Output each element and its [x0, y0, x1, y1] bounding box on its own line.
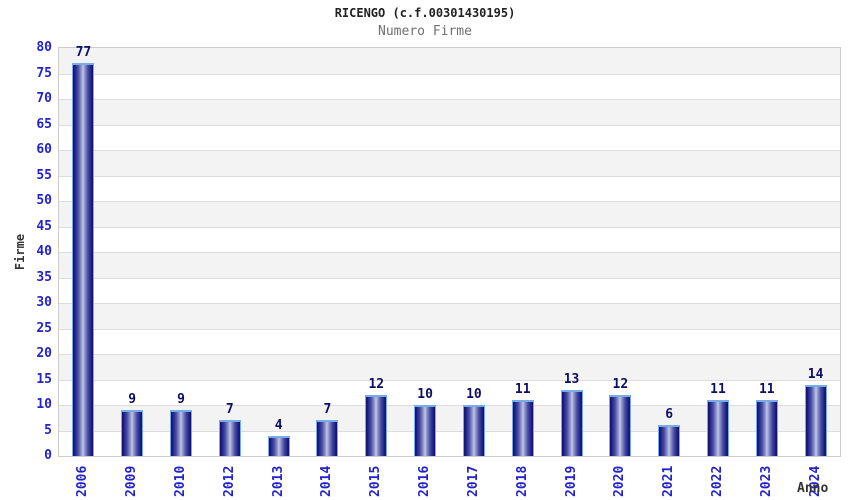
- plot-band: [59, 99, 840, 125]
- gridline: [59, 73, 840, 75]
- bar: [511, 399, 534, 456]
- y-tick-label: 5: [44, 422, 52, 438]
- bar: [414, 405, 437, 456]
- bar-value-label: 9: [177, 392, 185, 408]
- gridline: [59, 277, 840, 279]
- bar-value-label: 77: [75, 45, 92, 61]
- bar: [755, 399, 778, 456]
- y-tick-label: 30: [36, 295, 52, 310]
- bar-value-label: 13: [563, 371, 580, 387]
- plot-band: [59, 354, 840, 380]
- x-tick-label: 2017: [465, 465, 481, 497]
- bar-value-label: 11: [514, 381, 531, 397]
- bar: [560, 389, 583, 456]
- y-tick-label: 10: [36, 397, 52, 412]
- gridline: [59, 150, 840, 151]
- x-tick-label: 2019: [563, 465, 579, 497]
- plot-band: [59, 150, 840, 176]
- y-tick-label: 60: [36, 142, 52, 157]
- y-tick-label: 20: [36, 346, 52, 361]
- y-tick-label: 75: [36, 65, 52, 81]
- plot-band: [59, 252, 840, 278]
- bar-value-label: 4: [274, 417, 283, 433]
- bar-value-label: 11: [710, 381, 726, 397]
- gridline: [59, 328, 840, 330]
- plot-band: [59, 48, 840, 74]
- y-tick-label: 35: [36, 269, 52, 285]
- plot-band: [59, 303, 840, 329]
- y-tick-label: 65: [36, 116, 52, 132]
- x-tick-label: 2021: [661, 465, 677, 497]
- bar: [365, 394, 388, 456]
- x-tick-label: 2022: [709, 465, 725, 497]
- gridline: [59, 99, 840, 100]
- bar-value-label: 10: [417, 387, 433, 402]
- y-tick-label: 70: [36, 91, 52, 106]
- x-tick-label: 2016: [417, 465, 433, 497]
- bar-value-label: 11: [758, 381, 775, 397]
- x-axis-title: Anno: [797, 481, 829, 496]
- x-tick-label: 2023: [758, 465, 774, 497]
- bar-value-label: 14: [807, 366, 824, 382]
- gridline: [59, 354, 840, 355]
- x-tick-label: 2015: [368, 465, 384, 497]
- gridline: [59, 175, 840, 177]
- bar-value-label: 6: [665, 407, 674, 423]
- chart-title: RICENGO (c.f.00301430195): [334, 6, 516, 20]
- gridline: [59, 430, 840, 432]
- x-tick-label: 2006: [75, 465, 91, 497]
- x-tick-label: 2010: [173, 465, 189, 497]
- gridline: [59, 379, 840, 381]
- bar: [658, 425, 681, 456]
- gridline: [59, 201, 840, 202]
- y-tick-label: 50: [36, 193, 52, 208]
- bar: [72, 63, 95, 456]
- y-tick-label: 25: [36, 320, 52, 336]
- bar: [609, 394, 632, 456]
- bar-value-label: 12: [612, 376, 629, 392]
- y-tick-label: 45: [36, 218, 52, 234]
- plot-area: 77 9 9 7 4 7 12 10 10 11 13 12 6 11 11 14: [58, 45, 841, 457]
- y-tick-label: 15: [36, 371, 52, 387]
- gridline: [59, 405, 840, 406]
- bar: [804, 384, 827, 456]
- bar: [121, 410, 144, 456]
- bar: [267, 435, 290, 456]
- plot-band: [59, 201, 840, 227]
- gridline: [59, 124, 840, 126]
- y-tick-label: 40: [36, 244, 52, 259]
- bar: [316, 420, 339, 456]
- bar-value-label: 12: [368, 376, 385, 392]
- x-tick-label: 2009: [124, 465, 140, 497]
- x-tick-label: 2020: [612, 465, 628, 497]
- x-tick-label: 2018: [514, 465, 530, 497]
- x-tick-label: 2014: [319, 465, 335, 497]
- bar-value-label: 10: [466, 387, 482, 402]
- x-tick-label: 2013: [270, 465, 286, 497]
- bar: [706, 399, 729, 456]
- gridline: [59, 226, 840, 228]
- gridline: [59, 303, 840, 304]
- y-tick-label: 0: [44, 448, 52, 463]
- x-tick-label: 2012: [221, 465, 237, 497]
- bar-value-label: 9: [128, 392, 137, 408]
- bar-value-label: 7: [323, 402, 332, 418]
- gridline: [59, 252, 840, 253]
- y-tick-label: 55: [36, 167, 52, 183]
- chart-subtitle: Numero Firme: [378, 24, 472, 39]
- bar: [218, 420, 241, 456]
- bar: [170, 410, 193, 456]
- bar-value-label: 7: [225, 402, 234, 418]
- y-tick-label: 80: [36, 40, 52, 55]
- bar: [462, 405, 485, 456]
